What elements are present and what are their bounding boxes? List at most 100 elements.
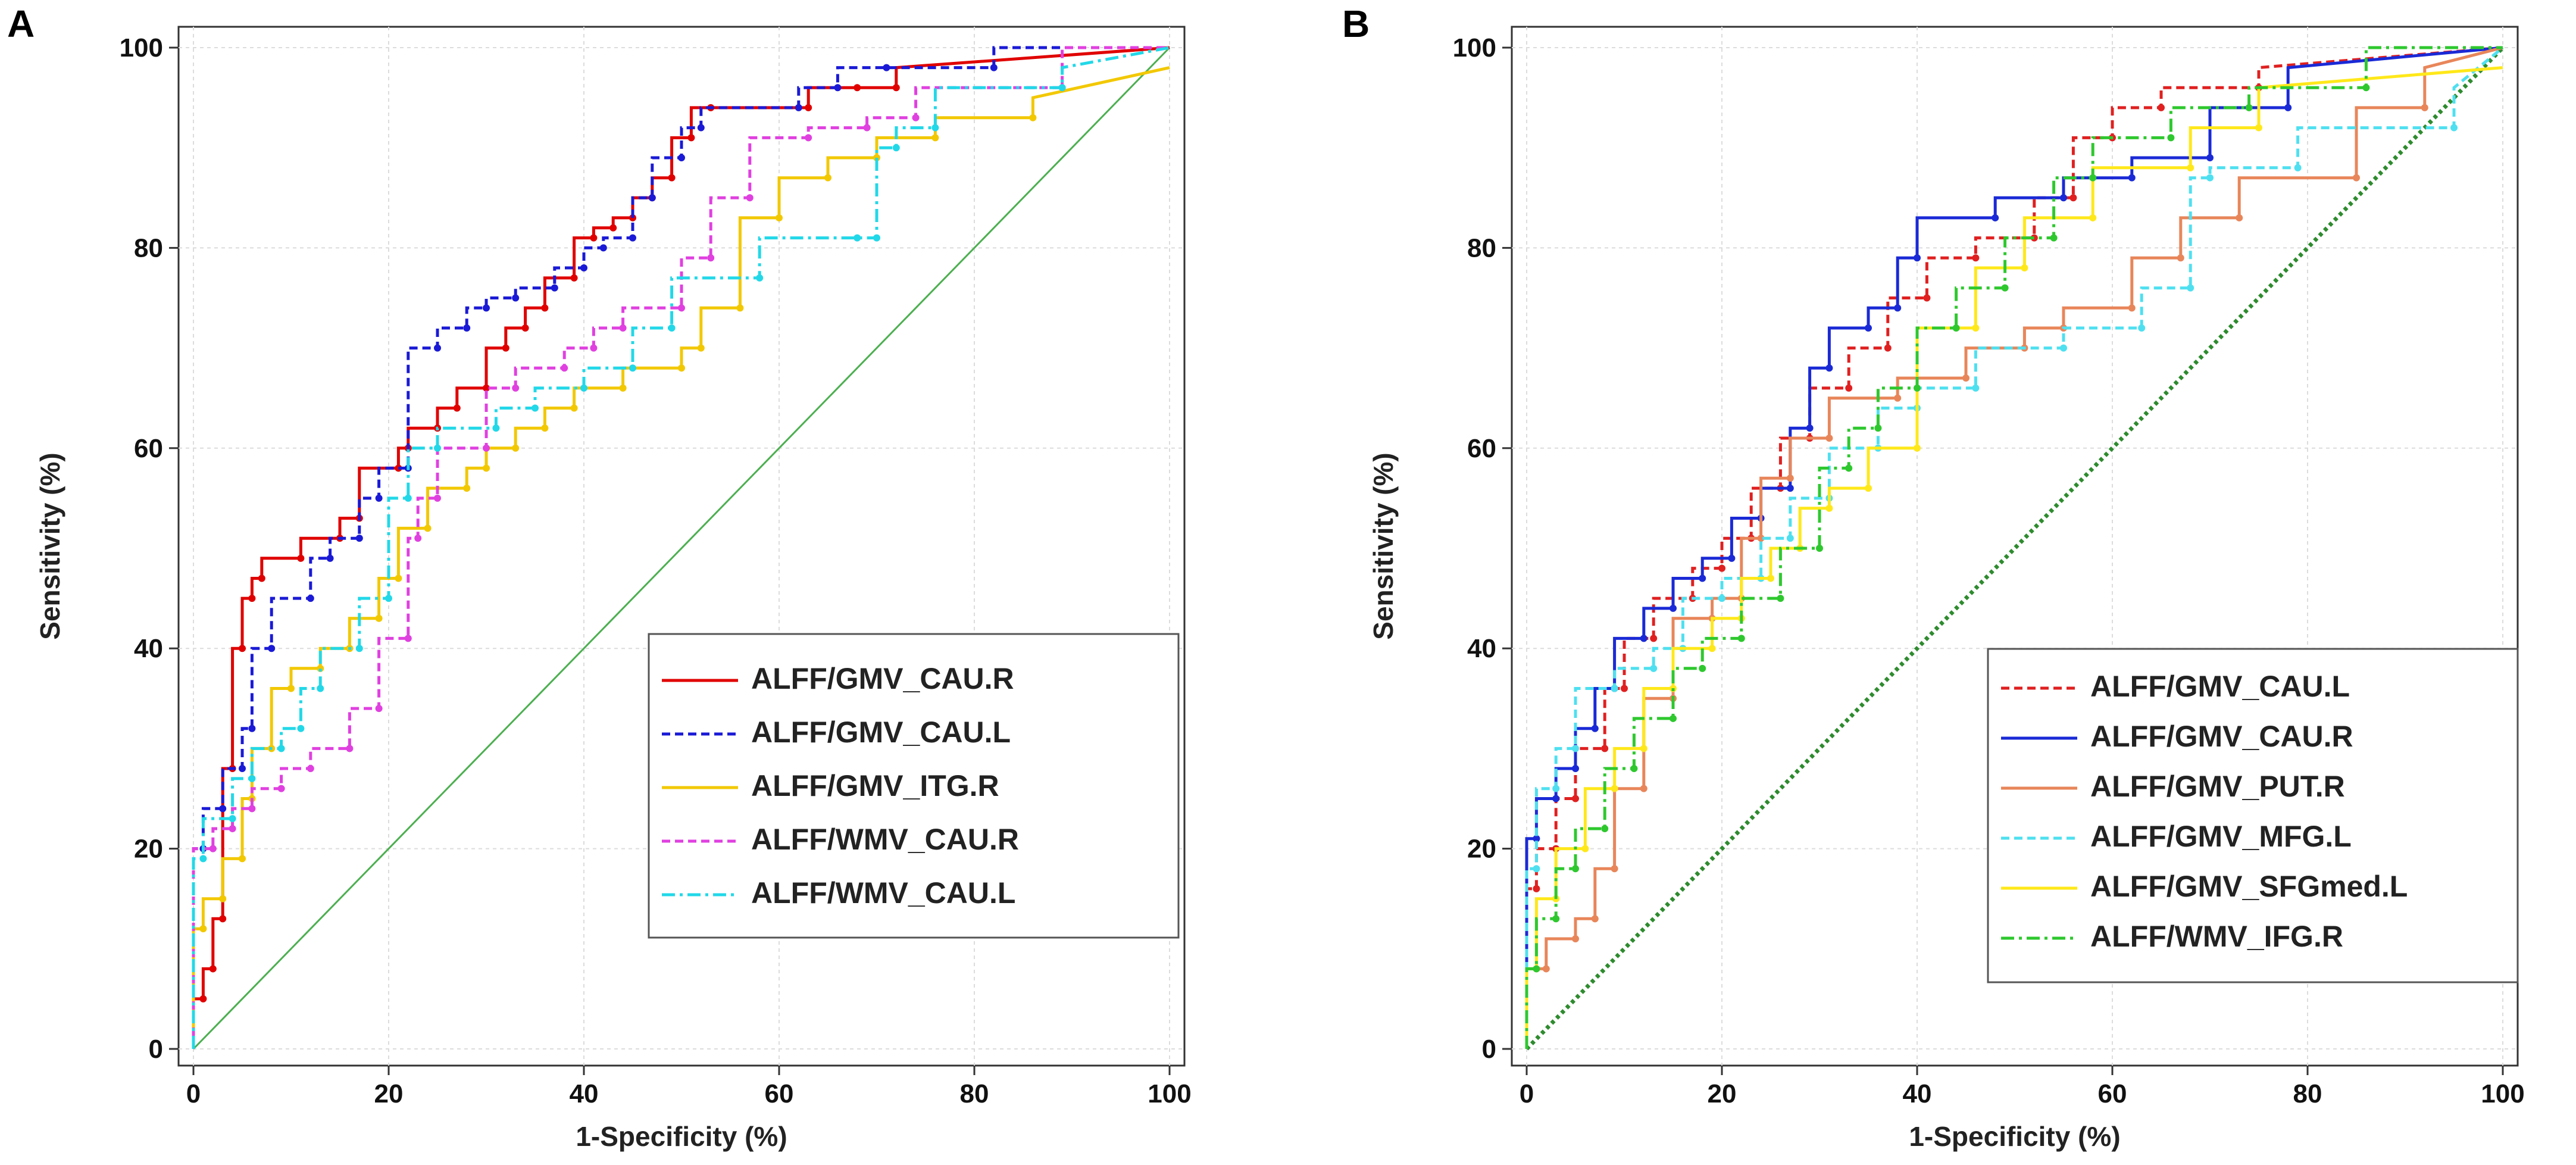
series-point bbox=[863, 124, 871, 132]
series-point bbox=[854, 84, 861, 92]
series-point bbox=[2138, 324, 2146, 332]
series-point bbox=[385, 595, 392, 602]
series-point bbox=[375, 705, 383, 713]
series-point bbox=[1825, 364, 1833, 372]
series-point bbox=[697, 124, 705, 132]
series-point bbox=[678, 364, 685, 372]
series-point bbox=[1914, 444, 1921, 452]
series-point bbox=[2177, 254, 2184, 262]
series-point bbox=[463, 485, 471, 492]
series-point bbox=[551, 284, 558, 292]
series-point bbox=[404, 494, 412, 502]
legend-label: ALFF/WMV_CAU.L bbox=[751, 876, 1015, 910]
series-point bbox=[2089, 174, 2097, 182]
series-point bbox=[1718, 564, 1725, 572]
series-point bbox=[756, 274, 764, 282]
series-point bbox=[297, 554, 305, 562]
x-axis-label: 1-Specificity (%) bbox=[1909, 1121, 2120, 1152]
series-point bbox=[1708, 645, 1716, 652]
x-tick-label: 0 bbox=[1520, 1079, 1534, 1108]
series-point bbox=[1611, 785, 1618, 792]
series-point bbox=[1894, 304, 1902, 312]
legend-label: ALFF/GMV_CAU.L bbox=[2090, 670, 2350, 703]
series-point bbox=[2255, 124, 2262, 132]
series-point bbox=[277, 785, 285, 792]
series-point bbox=[1816, 545, 1823, 552]
series-point bbox=[824, 174, 831, 182]
series-point bbox=[1718, 595, 1725, 602]
series-point bbox=[2353, 174, 2360, 182]
series-point bbox=[883, 64, 890, 71]
series-point bbox=[795, 104, 802, 111]
series-point bbox=[483, 384, 490, 392]
series-line-2 bbox=[1525, 46, 2503, 1049]
series-point bbox=[239, 855, 246, 863]
series-point bbox=[1737, 635, 1745, 642]
series-point bbox=[2167, 134, 2175, 142]
series-point bbox=[1611, 865, 1618, 873]
series-point bbox=[619, 324, 627, 332]
series-point bbox=[1572, 935, 1579, 942]
series-point bbox=[1670, 714, 1677, 722]
series-point bbox=[1786, 474, 1794, 482]
series-point bbox=[1601, 824, 1609, 832]
series-point bbox=[1640, 745, 1647, 752]
series-point bbox=[424, 524, 432, 532]
series-point bbox=[834, 84, 842, 92]
series-point bbox=[2362, 84, 2370, 92]
series-point bbox=[209, 845, 217, 852]
series-point bbox=[1572, 765, 1579, 773]
series-point bbox=[1591, 915, 1599, 923]
series-point bbox=[219, 915, 227, 923]
series-point bbox=[776, 214, 783, 221]
panel-a: A 0 20 40 60 80 100 0 20 40 60 80 100 1-Specificity … bbox=[7, 2, 1192, 1152]
series-point bbox=[404, 635, 412, 642]
series-point bbox=[326, 554, 334, 562]
y-tick-label: 20 bbox=[1467, 835, 1496, 864]
series-point bbox=[570, 274, 578, 282]
series-point bbox=[434, 444, 441, 452]
series-point bbox=[2060, 344, 2067, 352]
series-point bbox=[2421, 104, 2428, 111]
x-tick-label: 40 bbox=[1903, 1079, 1932, 1108]
series-point bbox=[1591, 724, 1599, 732]
series-point bbox=[2187, 164, 2194, 171]
series-point bbox=[199, 995, 207, 1002]
x-tick-label: 20 bbox=[374, 1079, 404, 1108]
series-point bbox=[1845, 384, 1853, 392]
series-line-4 bbox=[1525, 66, 2503, 1049]
series-point bbox=[1552, 795, 1560, 802]
series-point bbox=[1572, 745, 1579, 752]
y-tick-label: 0 bbox=[149, 1035, 163, 1064]
series-point bbox=[580, 384, 587, 392]
series-point bbox=[2128, 174, 2136, 182]
series-point bbox=[248, 595, 256, 602]
series-point bbox=[2050, 234, 2058, 242]
series-point bbox=[1533, 835, 1540, 842]
series-point bbox=[1699, 574, 1706, 582]
x-axis-label: 1-Specificity (%) bbox=[576, 1121, 787, 1152]
series-point bbox=[1533, 865, 1540, 873]
series-point bbox=[355, 535, 363, 542]
y-tick-label: 0 bbox=[1482, 1035, 1496, 1064]
legend-label: ALFF/WMV_IFG.R bbox=[2090, 920, 2343, 953]
series-point bbox=[248, 774, 256, 782]
series-point bbox=[1845, 464, 1853, 472]
series-point bbox=[2206, 154, 2214, 162]
series-point bbox=[199, 855, 207, 863]
x-tick-label: 100 bbox=[2481, 1079, 2524, 1108]
series-point bbox=[687, 134, 695, 142]
series-point bbox=[1894, 394, 1902, 402]
series-point bbox=[2187, 284, 2194, 292]
series-point bbox=[317, 664, 324, 672]
legend-label: ALFF/WMV_CAU.R bbox=[751, 823, 1019, 856]
series-point bbox=[434, 344, 441, 352]
series-point bbox=[2245, 104, 2253, 111]
series-point bbox=[1630, 765, 1638, 773]
y-tick-label: 100 bbox=[1453, 33, 1496, 63]
y-axis-label: Sensitivity (%) bbox=[35, 452, 65, 639]
series-point bbox=[258, 574, 265, 582]
series-point bbox=[892, 144, 900, 152]
series-point bbox=[1581, 845, 1589, 852]
series-point bbox=[483, 464, 490, 472]
